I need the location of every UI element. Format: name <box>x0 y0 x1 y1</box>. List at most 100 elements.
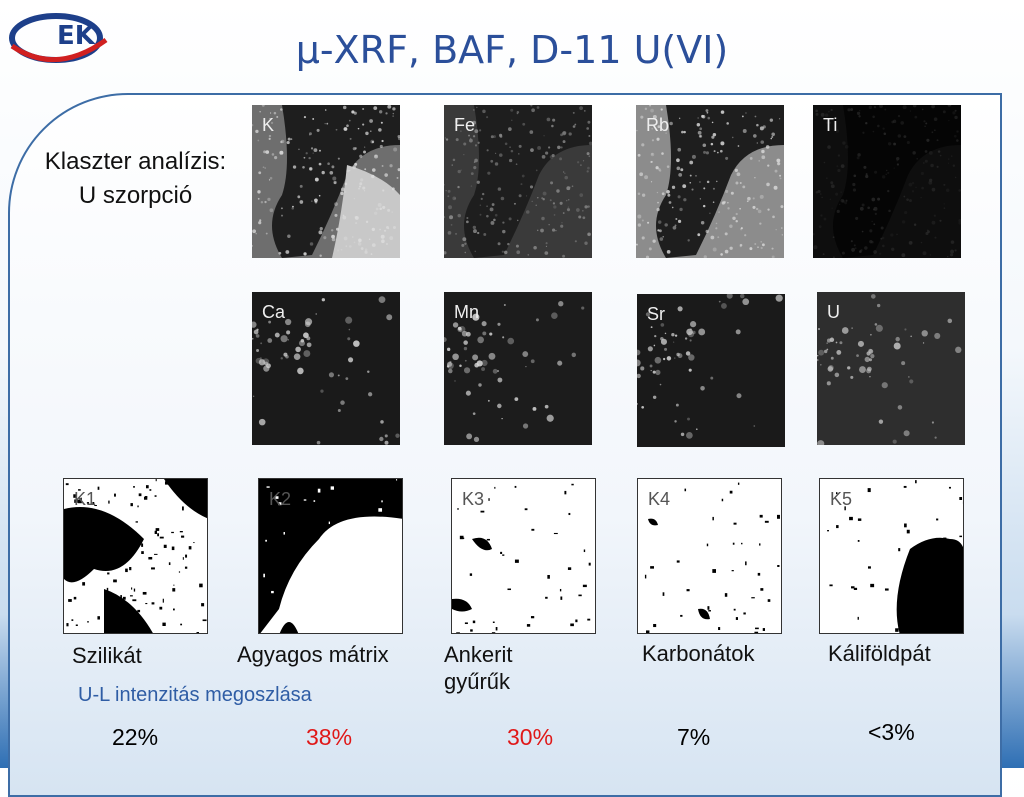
texture <box>203 619 207 621</box>
texture <box>584 242 587 245</box>
texture <box>461 538 464 539</box>
texture <box>393 226 396 229</box>
texture <box>708 610 711 611</box>
texture <box>267 486 270 487</box>
texture <box>688 331 694 337</box>
texture <box>285 319 291 325</box>
texture <box>470 629 473 631</box>
texture <box>447 362 452 367</box>
texture <box>757 142 758 143</box>
texture <box>655 357 662 364</box>
texture <box>455 233 457 235</box>
texture <box>583 585 587 587</box>
texture <box>163 599 164 603</box>
texture <box>354 163 357 166</box>
texture <box>364 147 365 148</box>
side-label: Klaszter analízis: U szorpció <box>18 145 253 213</box>
texture <box>489 353 496 360</box>
texture <box>908 376 909 377</box>
texture <box>662 192 665 195</box>
texture <box>644 175 648 179</box>
texture <box>909 199 912 202</box>
texture <box>453 159 456 162</box>
texture <box>897 163 899 165</box>
texture <box>777 162 780 165</box>
texture <box>637 350 640 356</box>
texture <box>857 156 860 159</box>
texture <box>336 129 338 131</box>
texture <box>664 223 667 226</box>
texture <box>753 134 757 138</box>
texture <box>909 183 913 187</box>
texture <box>721 303 727 309</box>
map-label: Ca <box>262 302 285 323</box>
texture <box>926 139 929 142</box>
texture <box>473 166 476 169</box>
texture <box>144 497 147 500</box>
texture <box>893 143 896 146</box>
texture <box>464 243 466 245</box>
texture <box>654 335 656 337</box>
texture <box>829 584 832 586</box>
texture <box>765 521 769 523</box>
texture <box>372 228 375 231</box>
texture <box>583 160 584 161</box>
element-map: Sr <box>637 294 785 447</box>
texture <box>655 370 660 375</box>
texture <box>458 214 462 218</box>
texture <box>943 184 945 186</box>
texture <box>820 364 822 366</box>
texture <box>397 177 399 179</box>
texture <box>862 204 865 207</box>
texture <box>753 197 755 199</box>
texture <box>386 243 388 245</box>
texture <box>869 106 872 109</box>
texture <box>495 153 496 154</box>
texture <box>556 189 559 192</box>
texture <box>725 593 727 597</box>
cluster-map: K4 <box>637 478 782 634</box>
texture <box>562 255 565 258</box>
texture <box>948 120 949 121</box>
texture <box>859 250 862 253</box>
texture <box>475 251 476 252</box>
texture <box>772 216 775 219</box>
texture <box>471 172 474 175</box>
texture <box>702 115 705 118</box>
texture <box>891 248 894 251</box>
texture <box>669 122 673 126</box>
cluster-name: Szilikát <box>72 642 142 669</box>
texture <box>118 600 122 604</box>
texture <box>928 181 932 185</box>
texture <box>306 336 310 340</box>
texture <box>753 425 755 427</box>
texture <box>940 592 942 594</box>
texture <box>760 241 761 242</box>
texture <box>181 536 184 538</box>
texture <box>486 116 488 118</box>
texture <box>696 428 698 430</box>
texture <box>382 190 384 192</box>
texture <box>725 232 728 235</box>
texture <box>836 350 841 355</box>
texture <box>121 530 123 534</box>
texture <box>695 175 696 176</box>
texture <box>683 131 685 133</box>
texture <box>924 126 925 127</box>
texture <box>258 198 260 200</box>
texture <box>567 208 570 211</box>
texture <box>568 567 571 570</box>
texture <box>554 533 558 534</box>
texture <box>319 150 321 152</box>
texture <box>169 562 171 565</box>
texture <box>827 339 831 343</box>
texture <box>257 190 260 193</box>
texture <box>371 175 374 178</box>
texture <box>718 627 720 630</box>
texture <box>87 621 89 622</box>
texture <box>743 612 745 614</box>
slide-title: μ-XRF, BAF, D-11 U(VI) <box>0 28 1024 72</box>
element-map: U <box>817 292 965 445</box>
texture <box>703 143 707 147</box>
texture <box>767 164 769 166</box>
